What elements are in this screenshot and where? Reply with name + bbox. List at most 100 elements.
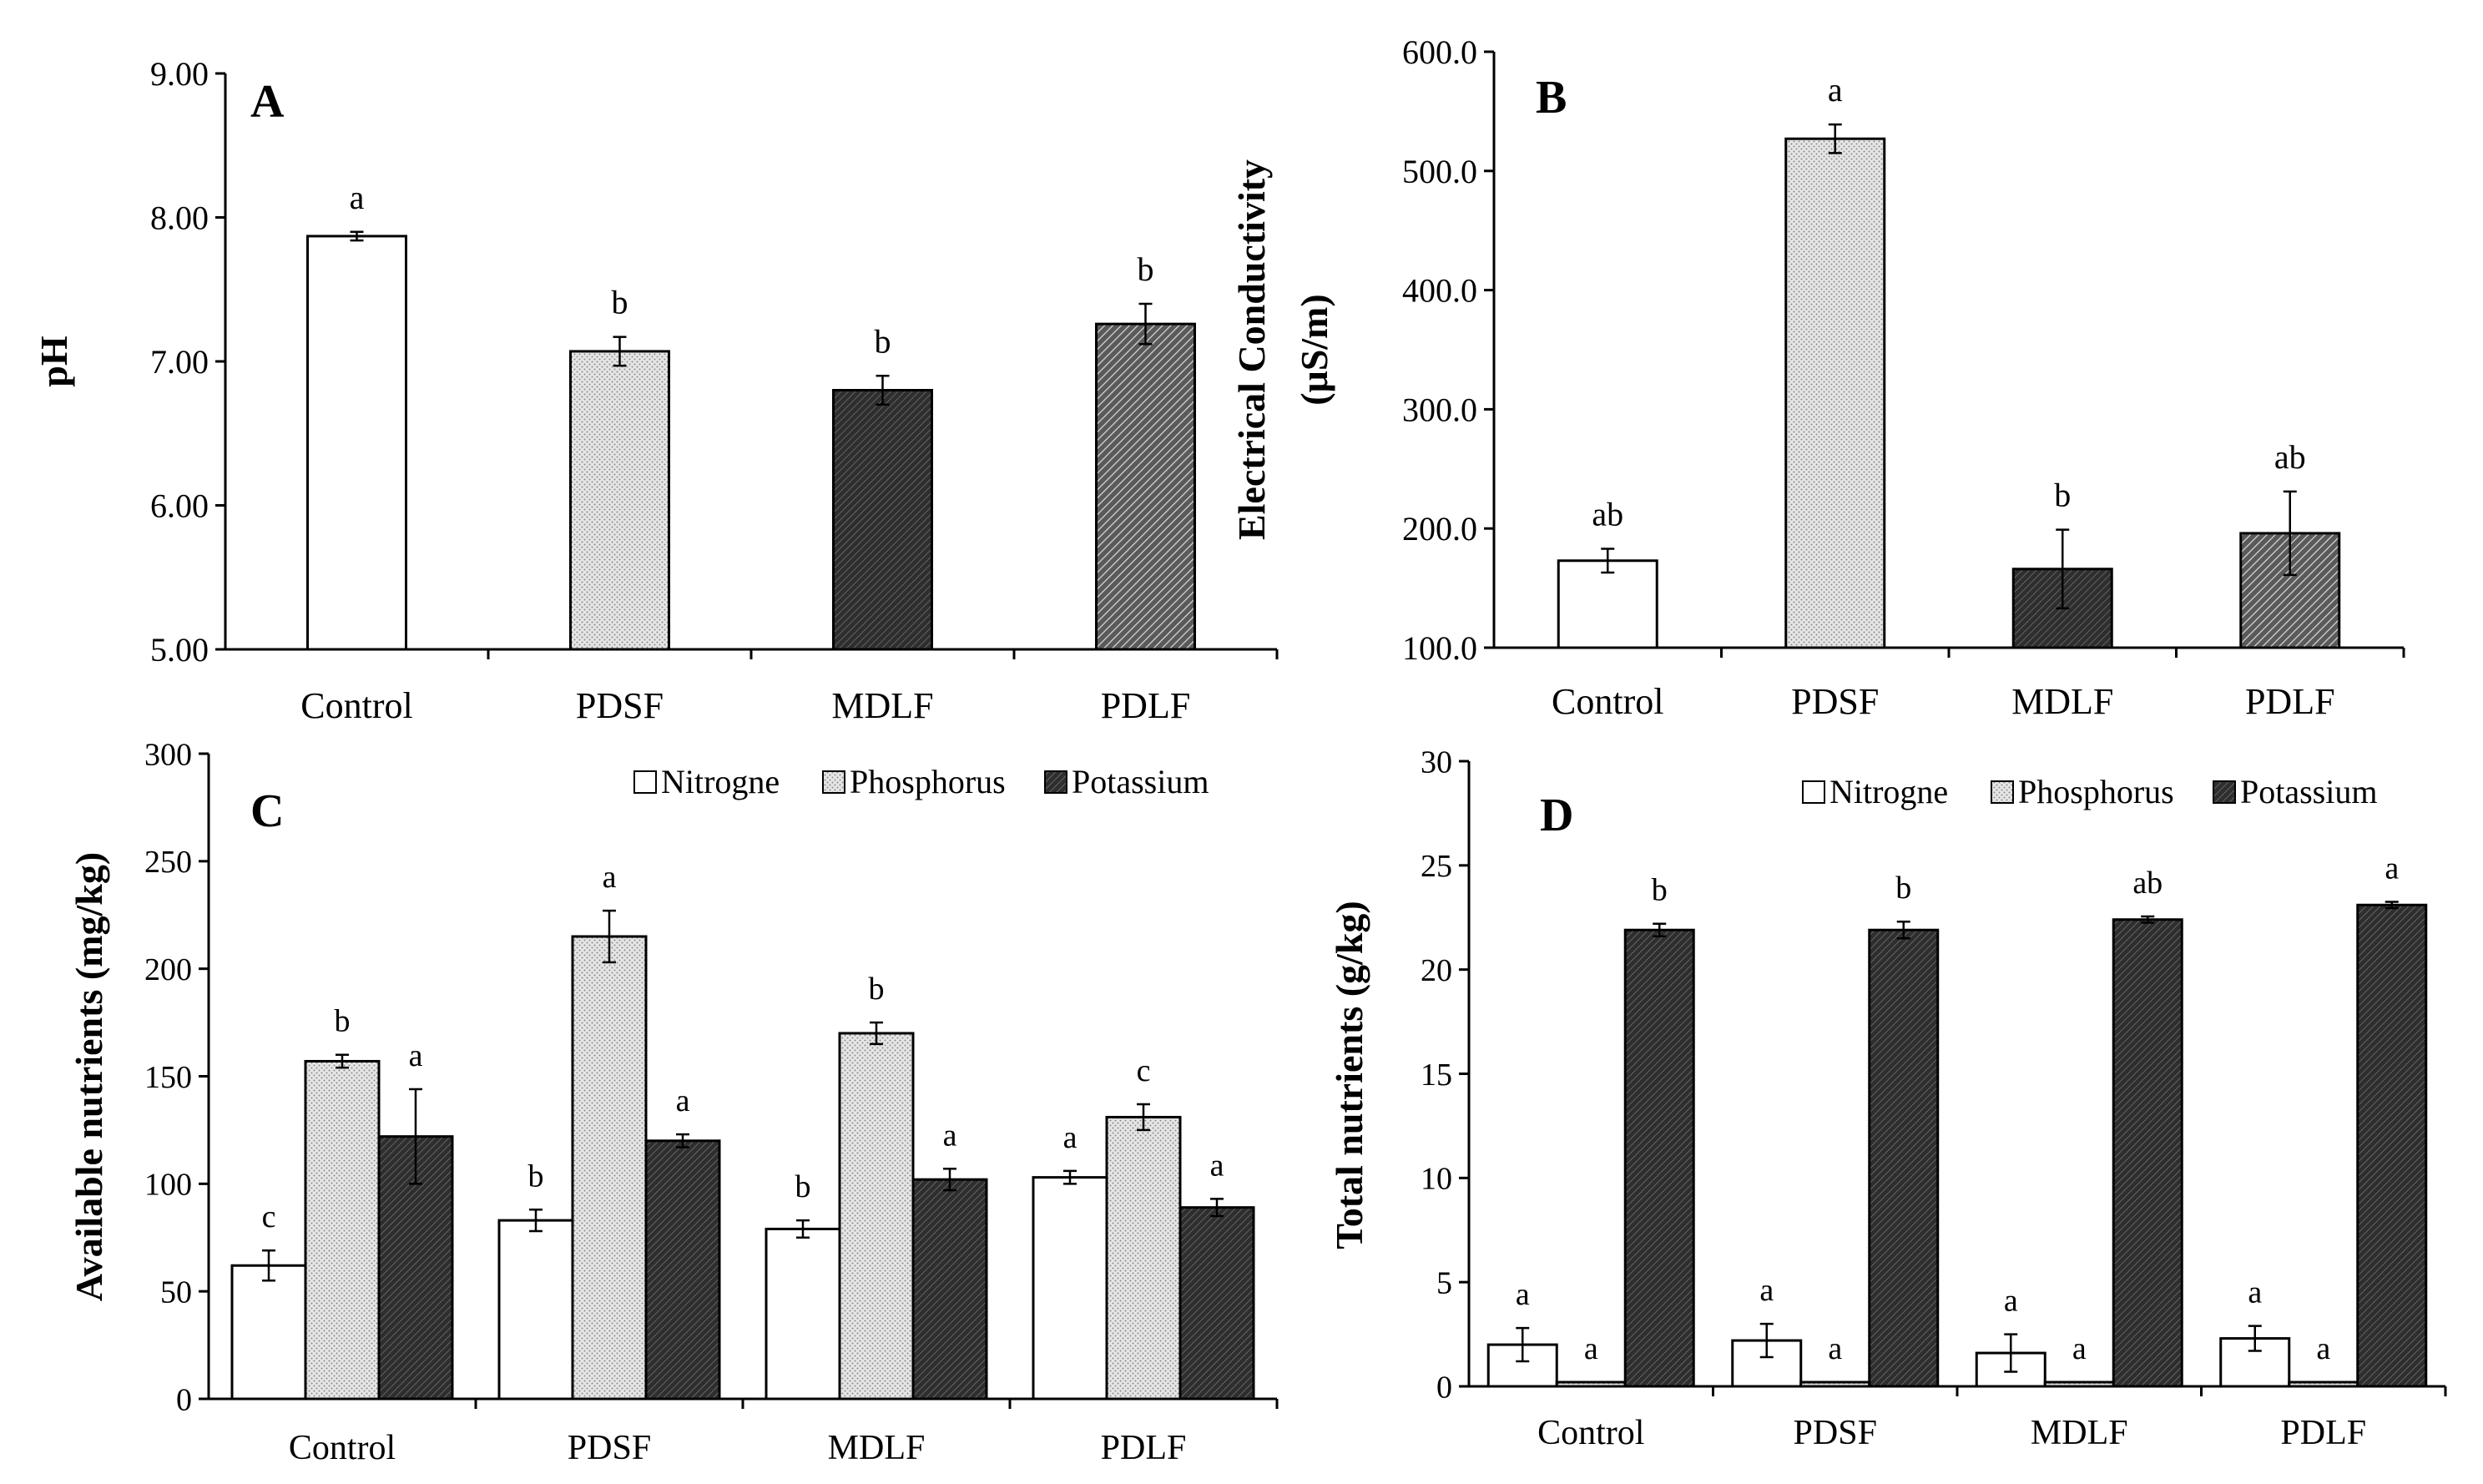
panel-C-bar: [497, 1219, 574, 1401]
panel-C-ytick-label: 100: [144, 1168, 192, 1203]
panel-D-significance-letter: a: [2072, 1331, 2087, 1366]
panel-D-category-label: MDLF: [2031, 1414, 2128, 1452]
panel-C-category-label: PDSF: [568, 1429, 651, 1467]
panel-C-legend-swatch: [822, 770, 845, 794]
panel-D-significance-letter: ab: [2132, 866, 2163, 901]
panel-D-ytick-label: 20: [1421, 953, 1452, 988]
panel-C-significance-letter: a: [1210, 1148, 1224, 1183]
panel-D-bar: [1799, 1381, 1871, 1388]
panel-D-significance-letter: a: [1584, 1331, 1598, 1366]
panel-C-ytick-label: 250: [144, 845, 192, 880]
panel-D-ytick-label: 25: [1421, 849, 1452, 884]
panel-B-significance-letter: ab: [1592, 495, 1623, 533]
panel-C-significance-letter: a: [676, 1083, 690, 1118]
panel-D-bar: [1555, 1381, 1627, 1388]
panel-A-bar: [832, 389, 933, 651]
panel-D-legend-label: Nitrogne: [1829, 773, 1948, 810]
panel-C-ytick-label: 0: [176, 1382, 192, 1417]
panel-D-bar: [1623, 928, 1695, 1388]
panel-A-category-label: PDLF: [1101, 685, 1191, 726]
panel-B-ytick-label: 100.0: [1402, 629, 1477, 667]
panel-C-legend-swatch: [633, 770, 657, 794]
panel-B-significance-letter: b: [2054, 477, 2071, 514]
panel-A-ytick-label: 6.00: [150, 487, 209, 525]
panel-C-significance-letter: a: [409, 1038, 423, 1073]
panel-B-ytick-label: 500.0: [1402, 153, 1477, 190]
panel-D-legend-label: Phosphorus: [2018, 773, 2174, 810]
panel-B-category-label: PDLF: [2245, 681, 2335, 722]
panel-D-legend-swatch: [2213, 780, 2236, 804]
panel-C-legend-label: Phosphorus: [850, 763, 1006, 800]
panel-D-significance-letter: a: [2385, 851, 2399, 886]
panel-D-significance-letter: a: [1759, 1273, 1774, 1308]
panel-D-bar: [2112, 918, 2183, 1388]
panel-C-bar: [911, 1178, 988, 1401]
panel-C-category-label: MDLF: [828, 1429, 926, 1467]
panel-D-legend-swatch: [1991, 780, 2014, 804]
panel-B-category-label: PDSF: [1791, 681, 1879, 722]
panel-B-bar: [1557, 559, 1658, 649]
panel-D-category-label: PDSF: [1794, 1414, 1877, 1452]
panel-D-significance-letter: a: [2316, 1331, 2330, 1366]
panel-C-significance-letter: a: [943, 1118, 957, 1153]
panel-C-ytick-label: 50: [160, 1275, 192, 1310]
panel-B-ytick-label: 600.0: [1402, 33, 1477, 71]
panel-A-category-label: MDLF: [831, 685, 933, 726]
panel-C-significance-letter: c: [262, 1199, 276, 1234]
panel-A-ytick-label: 7.00: [150, 343, 209, 381]
panel-A-category-label: PDSF: [576, 685, 664, 726]
panel-C-significance-letter: b: [528, 1158, 544, 1194]
panel-C-bar: [571, 935, 648, 1401]
panel-C: C Available nutrients (mg/kg) 0 50 100 150 2…: [68, 737, 1279, 1467]
panel-D-bar: [1868, 928, 1940, 1388]
panel-A-label: A: [250, 76, 285, 128]
panel-A: A pH 5.00 6.00 7.00 8.00 9.00 Control PDSF MDLF…: [33, 55, 1279, 726]
panel-D-ytick-label: 5: [1436, 1265, 1452, 1300]
panel-D-significance-letter: b: [1895, 871, 1911, 906]
panel-A-bar: [1095, 322, 1196, 651]
panel-D: D Total nutrients (g/kg) 0 5 10 15 20 25 30 Con…: [1328, 745, 2447, 1452]
panel-C-significance-letter: b: [795, 1169, 811, 1204]
panel-B: B Electrical Conductivity (μS/m) 100.0 20…: [1230, 33, 2405, 722]
panel-C-significance-letter: a: [1063, 1120, 1077, 1155]
panel-C-category-label: Control: [289, 1429, 396, 1467]
panel-B-ytick-label: 400.0: [1402, 272, 1477, 310]
panel-B-significance-letter: a: [1828, 71, 1843, 109]
panel-D-significance-letter: a: [1828, 1331, 1842, 1366]
panel-C-legend-label: Potassium: [1072, 763, 1209, 800]
panel-B-ytick-label: 200.0: [1402, 510, 1477, 548]
panel-C-ytick-label: 200: [144, 952, 192, 987]
panel-D-y-axis-title: Total nutrients (g/kg): [1328, 901, 1370, 1249]
panel-C-ytick-label: 150: [144, 1060, 192, 1095]
panel-A-ytick-label: 5.00: [150, 631, 209, 669]
panel-C-significance-letter: c: [1137, 1053, 1151, 1088]
panel-C-bar: [838, 1032, 915, 1401]
panel-C-y-axis-title: Available nutrients (mg/kg): [68, 852, 110, 1301]
panel-D-category-label: PDLF: [2280, 1414, 2366, 1452]
panel-D-label: D: [1540, 790, 1573, 841]
panel-C-significance-letter: b: [335, 1004, 351, 1039]
panel-C-significance-letter: b: [869, 972, 885, 1007]
panel-C-legend-label: Nitrogne: [661, 763, 780, 800]
panel-C-bar: [230, 1264, 307, 1401]
panel-A-y-axis-title: pH: [33, 336, 75, 387]
panel-C-label: C: [250, 785, 284, 837]
panel-A-significance-letter: b: [612, 284, 628, 321]
panel-D-category-label: Control: [1537, 1414, 1644, 1452]
panel-A-bar: [569, 350, 670, 651]
panel-C-bar: [765, 1227, 841, 1401]
panel-B-label: B: [1536, 72, 1567, 124]
panel-C-legend-swatch: [1044, 770, 1067, 794]
panel-C-ytick-label: 300: [144, 737, 192, 772]
panel-D-significance-letter: a: [1516, 1277, 1530, 1312]
panel-D-bar: [2288, 1381, 2359, 1388]
panel-C-category-label: PDLF: [1101, 1429, 1187, 1467]
panel-A-significance-letter: a: [350, 179, 365, 216]
panel-C-significance-letter: a: [603, 860, 617, 895]
panel-A-category-label: Control: [300, 685, 412, 726]
panel-D-ytick-label: 10: [1421, 1162, 1452, 1197]
panel-D-bar: [2356, 903, 2428, 1388]
panel-C-bar: [644, 1139, 721, 1401]
panel-D-significance-letter: a: [2248, 1275, 2262, 1310]
